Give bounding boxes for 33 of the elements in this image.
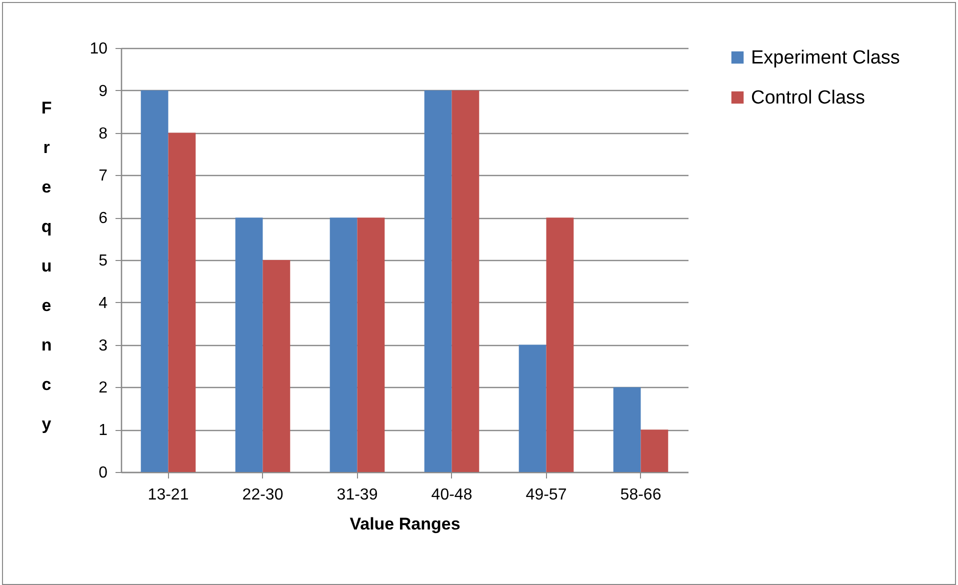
bar	[235, 218, 263, 472]
bar	[262, 260, 290, 472]
y-tick-label: 1	[98, 422, 108, 440]
x-tick-label: 40-48	[431, 486, 472, 504]
x-tick-label: 22-30	[242, 486, 284, 504]
bar	[168, 132, 196, 472]
x-axis-title: Value Ranges	[350, 514, 460, 534]
bar	[357, 218, 385, 472]
legend-label: Control Class	[751, 88, 866, 108]
bar	[613, 387, 641, 472]
y-tick-label: 6	[98, 210, 108, 228]
text: Frequency	[41, 98, 52, 434]
x-tick-label: 58-66	[620, 486, 662, 504]
y-tick-label: 10	[90, 40, 108, 58]
y-tick-label: 8	[98, 125, 108, 142]
y-tick-label: 9	[98, 82, 108, 100]
bar	[518, 344, 546, 472]
y-tick-label: 2	[98, 380, 108, 397]
y-tick-label: 7	[98, 168, 108, 185]
y-tick-label: 0	[98, 464, 108, 482]
bar	[424, 90, 452, 472]
bar	[140, 90, 168, 472]
bar	[452, 90, 480, 472]
x-tick-label: 49-57	[526, 486, 567, 504]
legend-label: Experiment Class	[751, 48, 900, 68]
x-tick-label: 13-21	[148, 486, 189, 504]
y-tick-label: 5	[98, 252, 108, 270]
y-tick-label: 3	[98, 337, 108, 354]
bar	[640, 430, 668, 472]
bar	[546, 218, 574, 472]
bar	[330, 218, 358, 472]
x-tick-label: 31-39	[336, 486, 378, 504]
y-tick-label: 4	[98, 294, 108, 312]
